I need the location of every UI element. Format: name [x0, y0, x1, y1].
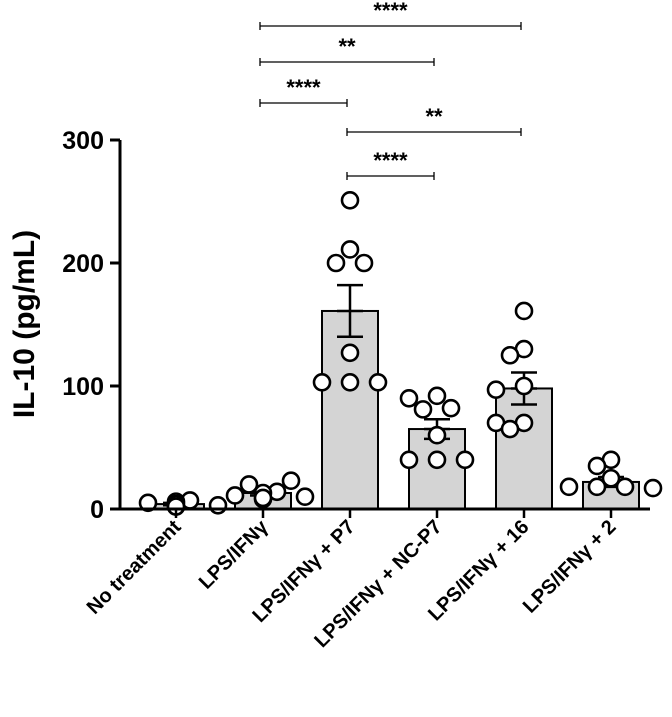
significance-label: **** [373, 148, 408, 173]
y-axis-label: IL-10 (pg/mL) [8, 230, 41, 418]
y-tick-label: 300 [62, 127, 104, 155]
y-tick-label: 200 [62, 250, 104, 278]
category-label: LPS/IFNγ [195, 515, 273, 593]
data-point [354, 253, 374, 273]
data-point [514, 301, 534, 321]
significance-layer: **************** [259, 0, 522, 180]
data-point [441, 398, 461, 418]
data-point [326, 253, 346, 273]
data-point [587, 456, 607, 476]
data-point [281, 471, 301, 491]
bar-4 [495, 387, 553, 510]
data-point [486, 380, 506, 399]
data-point [340, 240, 360, 259]
bar-2 [321, 309, 379, 510]
data-point [601, 468, 621, 488]
data-point [413, 400, 433, 419]
y-tick-label: 100 [62, 373, 104, 401]
data-point [239, 475, 259, 494]
significance-label: **** [373, 0, 408, 23]
significance-label: ** [338, 34, 356, 59]
data-point [500, 419, 520, 439]
significance-label: **** [286, 75, 321, 100]
data-point [455, 450, 475, 470]
data-point [500, 345, 520, 365]
data-point [340, 373, 360, 392]
data-point [399, 450, 419, 470]
category-label: No treatment [83, 516, 186, 619]
data-point [399, 388, 419, 408]
data-point [340, 190, 360, 210]
data-point [368, 373, 388, 392]
data-point [643, 478, 663, 498]
data-point [208, 496, 228, 515]
data-point [295, 487, 315, 507]
data-point [138, 493, 158, 513]
y-tick-label: 0 [90, 496, 104, 524]
data-point [559, 477, 579, 497]
data-point [587, 477, 607, 497]
data-points-layer [138, 190, 663, 516]
data-point [427, 425, 447, 445]
data-point [427, 450, 447, 470]
significance-label: ** [425, 104, 443, 129]
data-point [615, 477, 635, 497]
error-bars-layer [163, 283, 624, 507]
data-point [312, 373, 332, 392]
data-point [427, 386, 447, 406]
data-point [253, 488, 273, 508]
data-point [340, 343, 360, 363]
data-point [225, 486, 245, 505]
category-label: LPS/IFNγ + 2 [519, 516, 621, 618]
data-point [514, 376, 534, 396]
